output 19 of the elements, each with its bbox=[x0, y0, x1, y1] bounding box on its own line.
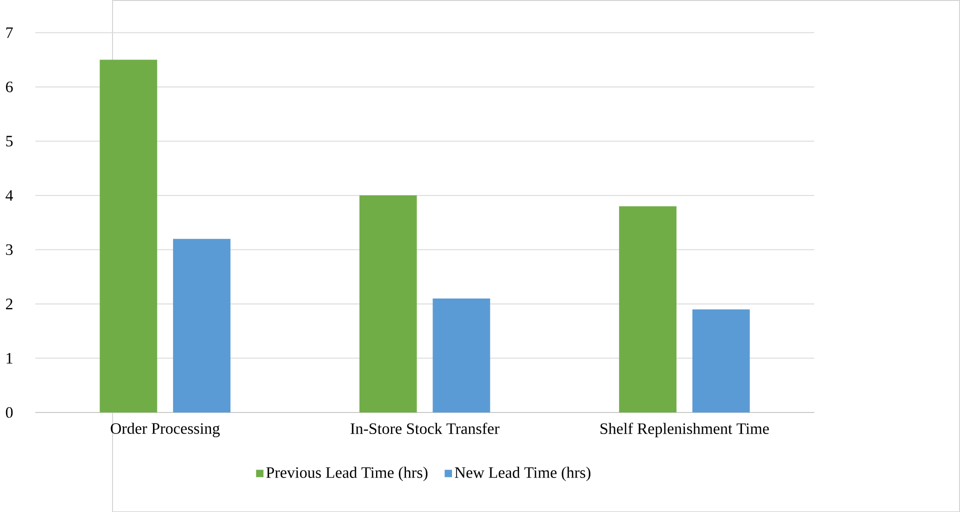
x-tick-label: Order Processing bbox=[110, 422, 220, 438]
x-tick-label: In-Store Stock Transfer bbox=[350, 422, 500, 434]
bar bbox=[692, 309, 750, 412]
y-tick-label: 4 bbox=[6, 190, 14, 201]
y-tick-label: 3 bbox=[6, 244, 13, 255]
y-tick-label: 1 bbox=[6, 352, 12, 364]
y-tick-label: 5 bbox=[6, 136, 13, 146]
x-tick-label: Shelf Replenishment Time bbox=[600, 422, 769, 438]
y-tick-label: 0 bbox=[6, 406, 13, 418]
bar bbox=[100, 60, 158, 412]
bar bbox=[619, 206, 676, 412]
legend-label: Previous Lead Time (hrs) bbox=[266, 466, 428, 482]
bar bbox=[359, 195, 417, 412]
y-tick-label: 7 bbox=[6, 27, 13, 38]
y-tick-label: 2 bbox=[6, 298, 12, 310]
legend-label: New Lead Time (hrs) bbox=[454, 466, 590, 482]
bar bbox=[173, 238, 230, 412]
bar bbox=[432, 298, 490, 412]
y-tick-label: 6 bbox=[6, 81, 13, 92]
